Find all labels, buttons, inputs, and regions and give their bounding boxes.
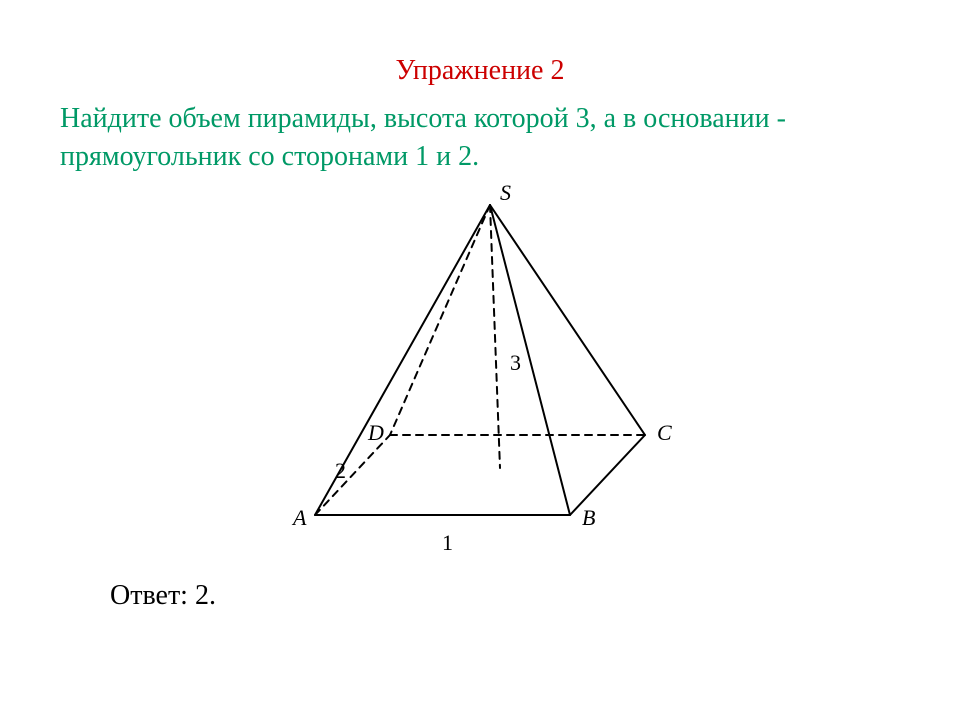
answer-label: Ответ: <box>110 580 188 611</box>
svg-text:3: 3 <box>510 350 521 375</box>
page: Упражнение 2 Найдите объем пирамиды, выс… <box>0 0 960 720</box>
dimension-labels: 1 2 3 <box>335 350 521 555</box>
svg-text:C: C <box>657 420 672 445</box>
height-line <box>490 205 500 468</box>
svg-text:B: B <box>582 505 595 530</box>
pyramid-svg: A B C D S 1 2 3 <box>250 180 710 570</box>
vertex-labels: A B C D S <box>291 180 672 530</box>
answer-value: 2. <box>195 580 216 611</box>
problem-statement: Найдите объем пирамиды, высота которой 3… <box>60 100 900 176</box>
svg-text:2: 2 <box>335 458 346 483</box>
svg-text:S: S <box>500 180 511 205</box>
svg-text:D: D <box>367 420 384 445</box>
exercise-title: Упражнение 2 <box>0 55 960 87</box>
pyramid-diagram: A B C D S 1 2 3 <box>250 180 710 570</box>
answer: Ответ: 2. <box>110 580 216 612</box>
svg-text:A: A <box>291 505 307 530</box>
solid-edges <box>315 205 645 515</box>
svg-text:1: 1 <box>442 530 453 555</box>
